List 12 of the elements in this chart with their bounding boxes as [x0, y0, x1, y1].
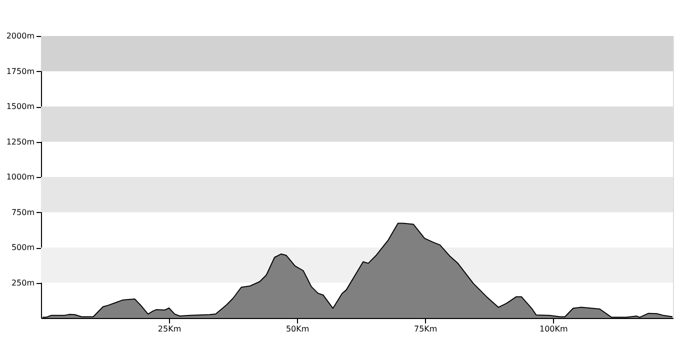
y-tick-label: 1500m — [6, 102, 35, 111]
y-tick-label: 750m — [11, 208, 35, 217]
x-tick-label: 50Km — [286, 324, 310, 334]
y-tick-label: 250m — [11, 278, 35, 288]
y-tick-label: 500m — [11, 243, 35, 252]
y-tick-label: 1750m — [6, 66, 35, 76]
x-tick-label: 25Km — [158, 324, 182, 334]
y-tick-label: 1250m — [6, 137, 35, 146]
y-tick-label: 1000m — [6, 172, 35, 182]
x-tick-label: 100Km — [540, 324, 568, 334]
x-tick-label: 75Km — [414, 324, 438, 334]
y-tick-label: 2000m — [6, 32, 35, 40]
